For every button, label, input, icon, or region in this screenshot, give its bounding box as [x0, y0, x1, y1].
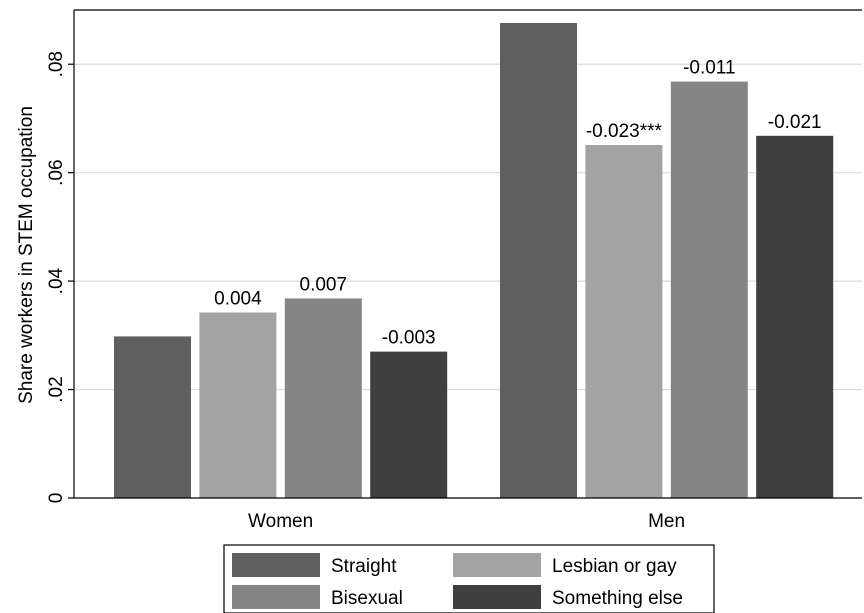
bar	[670, 81, 748, 498]
legend-label: Straight	[331, 556, 397, 577]
data-label: -0.021	[768, 112, 822, 133]
x-category-label: Men	[648, 511, 685, 532]
bar	[199, 312, 277, 498]
legend-swatch	[453, 553, 541, 577]
data-label: -0.023***	[586, 121, 663, 142]
bar	[114, 336, 191, 498]
legend: Straight Lesbian or gay Bisexual Something …	[223, 544, 715, 613]
data-label: 0.007	[300, 274, 348, 295]
data-labels: 0.004 0.007 -0.003 -0.023*** -0.011 -0.021	[214, 58, 822, 349]
legend-label: Lesbian or gay	[552, 556, 677, 577]
bar	[500, 23, 577, 498]
bar	[756, 135, 834, 498]
data-label: -0.003	[382, 328, 436, 349]
legend-label: Bisexual	[331, 588, 403, 609]
bars	[114, 23, 834, 498]
y-tick-label: 0	[46, 493, 67, 504]
y-tick-label: .08	[46, 51, 67, 77]
y-tick-label: .06	[46, 159, 67, 185]
legend-label: Something else	[552, 588, 683, 609]
y-tick-label: .04	[46, 267, 67, 294]
data-label: 0.004	[214, 289, 262, 310]
bar	[370, 351, 448, 498]
legend-swatch	[232, 585, 320, 609]
data-label: -0.011	[683, 58, 735, 79]
x-category-label: Women	[248, 511, 313, 532]
bar	[284, 298, 362, 498]
y-tick-label: .02	[46, 376, 67, 402]
x-categories: Women Men	[248, 511, 685, 532]
legend-swatch	[453, 585, 541, 609]
legend-swatch	[232, 553, 320, 577]
axes	[73, 9, 862, 499]
bar	[585, 145, 663, 498]
y-axis-label: Share workers in STEM occupation	[16, 106, 37, 404]
y-ticks: 0 .02 .04 .06 .08	[46, 51, 74, 503]
